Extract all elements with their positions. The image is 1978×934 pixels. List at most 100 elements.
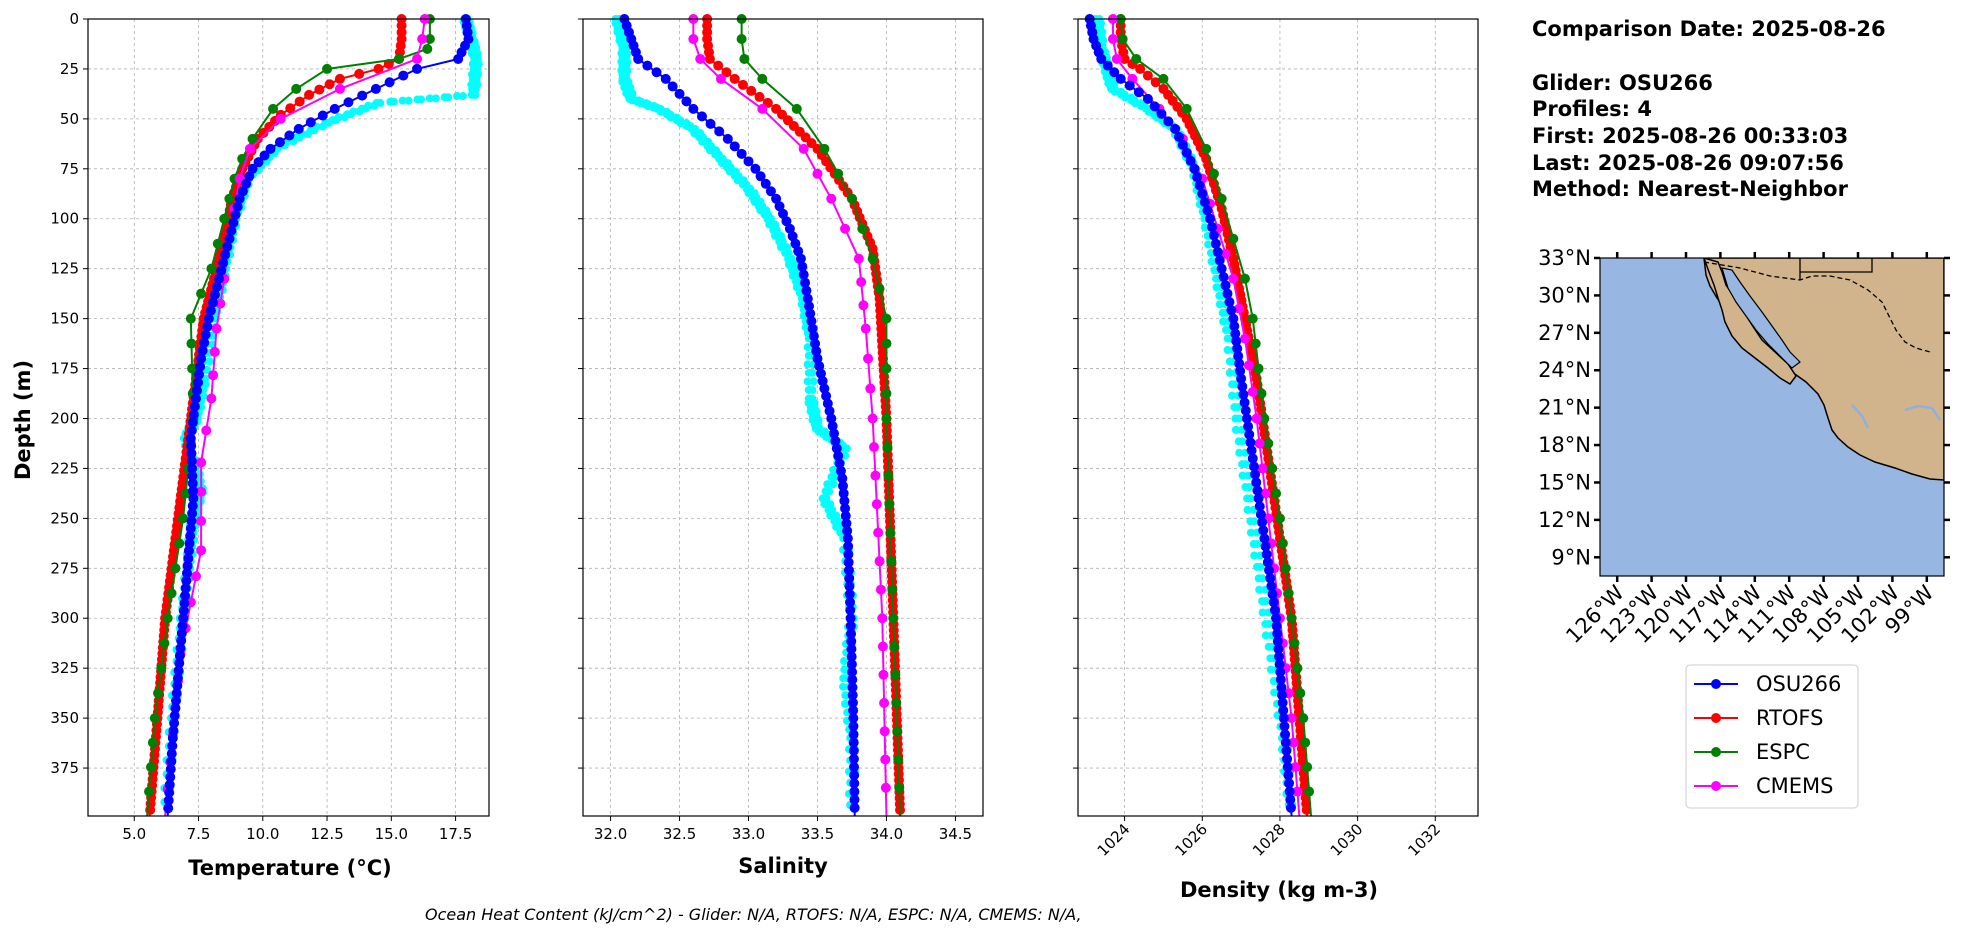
temperature-point-osu266	[241, 178, 252, 189]
density-point-osu266	[1224, 296, 1235, 307]
salinity-point-osu266	[829, 428, 840, 439]
density-point-osu266	[1271, 620, 1282, 631]
salinity-point-espc	[874, 283, 885, 294]
density-raw-point	[1215, 300, 1224, 309]
temperature-point-osu266	[237, 186, 248, 197]
density-raw-point	[1258, 574, 1267, 583]
salinity-point-osu266	[847, 697, 858, 708]
legend-label-rtofs: RTOFS	[1756, 706, 1823, 730]
legend-marker-rtofs	[1711, 713, 1721, 723]
temperature-point-osu266	[169, 710, 180, 721]
density-y-ticks	[1073, 18, 1078, 769]
density-point-espc	[1131, 53, 1142, 64]
legend-box	[1685, 664, 1859, 809]
salinity-raw-point	[771, 231, 780, 240]
salinity-point-cmems	[880, 782, 891, 793]
temperature-point-osu266	[253, 157, 264, 168]
temperature-raw-point	[444, 93, 453, 102]
salinity-point-osu266	[847, 674, 858, 685]
density-point-osu266	[1278, 713, 1289, 724]
temperature-point-espc	[156, 663, 167, 674]
density-point-osu266	[1096, 53, 1107, 64]
temperature-raw-point	[324, 118, 333, 127]
depth-y-tick-label: 50	[60, 110, 79, 128]
salinity-point-cmems	[863, 353, 874, 364]
temperature-point-cmems	[215, 298, 226, 309]
salinity-point-osu266	[797, 261, 808, 272]
density-raw-point	[1253, 540, 1262, 549]
temperature-raw-point	[202, 365, 211, 374]
temperature-x-tick-label: 12.5	[310, 825, 343, 843]
salinity-point-osu266	[842, 533, 853, 544]
salinity-point-espc	[857, 223, 868, 234]
temperature-point-osu266	[284, 130, 295, 141]
salinity-x-tick-label: 34.5	[939, 825, 972, 843]
temperature-point-osu266	[187, 508, 198, 519]
salinity-point-osu266	[844, 581, 855, 592]
salinity-point-osu266	[845, 605, 856, 616]
density-point-osu266	[1230, 328, 1241, 339]
temperature-point-osu266	[189, 401, 200, 412]
density-raw-point	[1235, 448, 1244, 457]
map-lat-label: 33°N	[1538, 246, 1591, 270]
salinity-point-osu266	[847, 690, 858, 701]
temperature-raw-point	[332, 116, 341, 125]
density-raw-point	[1250, 517, 1259, 526]
temperature-x-tick-label: 7.5	[187, 825, 211, 843]
salinity-point-cmems	[879, 697, 890, 708]
salinity-point-cmems	[840, 223, 851, 234]
salinity-point-osu266	[807, 323, 818, 334]
density-point-cmems	[1290, 762, 1301, 773]
temperature-point-osu266	[185, 530, 196, 541]
temperature-point-rtofs	[354, 68, 365, 79]
temperature-point-espc	[145, 762, 156, 773]
temperature-raw-point	[304, 129, 313, 138]
salinity-point-osu266	[840, 510, 851, 521]
temperature-x-tick-label: 17.5	[439, 825, 472, 843]
density-point-espc	[1302, 762, 1313, 773]
map-lat-label: 15°N	[1538, 470, 1591, 494]
salinity-raw-points	[611, 15, 859, 809]
salinity-point-rtofs	[721, 67, 732, 78]
density-point-osu266	[1185, 155, 1196, 166]
density-point-osu266	[1284, 778, 1295, 789]
density-raw-point	[1231, 425, 1240, 434]
temperature-point-osu266	[166, 748, 177, 759]
temperature-point-cmems	[334, 83, 345, 94]
temperature-point-osu266	[202, 321, 213, 332]
density-point-espc	[1298, 713, 1309, 724]
temperature-point-osu266	[212, 281, 223, 292]
density-point-osu266	[1229, 321, 1240, 332]
salinity-point-osu266	[810, 338, 821, 349]
density-raw-point	[1245, 482, 1254, 491]
density-point-osu266	[1170, 123, 1181, 134]
temperature-point-osu266	[165, 772, 176, 783]
density-point-espc	[1228, 233, 1239, 244]
salinity-raw-point	[808, 385, 817, 394]
density-panel: 1024 1026 1028 1030 1032 Density (kg m-3)	[1073, 14, 1479, 902]
density-point-osu266	[1244, 429, 1255, 440]
temperature-raw-point	[310, 126, 319, 135]
temperature-point-espc	[247, 133, 258, 144]
density-point-osu266	[1266, 581, 1277, 592]
temperature-point-osu266	[171, 695, 182, 706]
temperature-raw-point	[295, 133, 304, 142]
density-point-osu266	[1280, 729, 1291, 740]
salinity-point-osu266	[849, 770, 860, 781]
temperature-point-osu266	[186, 515, 197, 526]
temperature-point-osu266	[317, 110, 328, 121]
temperature-point-espc	[149, 713, 160, 724]
location-map: 33°N30°N27°N24°N21°N18°N15°N12°N9°N126°W…	[1538, 246, 1950, 648]
legend: OSU266 RTOFS ESPC CMEMS	[1685, 664, 1859, 809]
density-point-osu266	[1210, 238, 1221, 249]
temperature-point-espc	[144, 786, 155, 797]
density-point-osu266	[1205, 213, 1216, 224]
salinity-point-cmems	[877, 613, 888, 624]
salinity-point-espc	[881, 413, 892, 424]
density-x-tick-label: 1028	[1249, 820, 1289, 860]
salinity-point-osu266	[847, 667, 858, 678]
salinity-point-espc	[890, 669, 901, 680]
temperature-x-ticks: 5.0 7.5 10.0 12.5 15.0 17.5	[122, 816, 472, 843]
temperature-point-osu266	[453, 53, 464, 64]
temperature-point-osu266	[305, 117, 316, 128]
